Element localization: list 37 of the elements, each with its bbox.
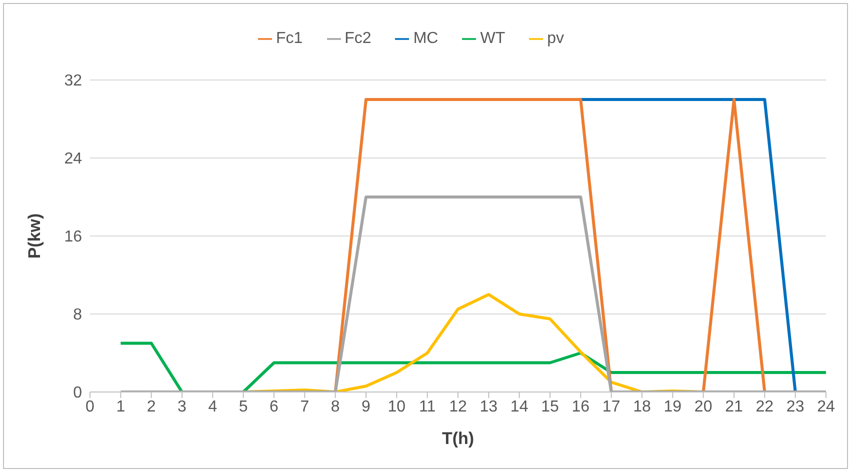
x-tick-label: 18 (633, 398, 651, 416)
x-axis-title: T(h) (442, 429, 474, 448)
x-tick-label: 17 (602, 398, 620, 416)
x-tick-label: 20 (694, 398, 712, 416)
y-tick-label: 8 (73, 306, 82, 324)
x-tick-label: 16 (572, 398, 590, 416)
legend-label: Fc2 (344, 30, 372, 47)
legend-label: MC (413, 30, 438, 47)
y-tick-label: 32 (64, 72, 82, 90)
x-tick-label: 5 (238, 398, 248, 416)
x-tick-label: 21 (725, 398, 743, 416)
x-tick-label: 10 (388, 398, 406, 416)
legend-label: pv (547, 30, 564, 47)
x-tick-label: 24 (817, 398, 835, 416)
x-tick-label: 11 (419, 398, 436, 416)
x-tick-label: 14 (510, 398, 528, 416)
x-tick-label: 3 (178, 398, 187, 416)
x-tick-label: 8 (330, 398, 340, 416)
legend-label: Fc1 (276, 30, 303, 47)
x-tick-label: 23 (786, 398, 804, 416)
x-tick-label: 12 (449, 398, 467, 416)
y-axis-title: P(kw) (25, 213, 44, 259)
x-tick-label: 4 (208, 398, 218, 416)
x-tick-label: 0 (86, 398, 95, 416)
y-tick-label: 16 (64, 228, 82, 246)
legend-label: WT (480, 30, 506, 47)
x-tick-label: 15 (541, 398, 559, 416)
x-tick-label: 6 (270, 398, 279, 416)
y-tick-label: 0 (73, 384, 82, 402)
x-tick-label: 1 (116, 398, 126, 416)
x-tick-label: 13 (480, 398, 498, 416)
x-tick-label: 22 (756, 398, 774, 416)
y-tick-label: 24 (64, 150, 82, 168)
x-tick-label: 9 (362, 398, 371, 416)
x-tick-label: 7 (300, 398, 310, 416)
x-tick-label: 2 (146, 398, 156, 416)
x-tick-label: 19 (664, 398, 682, 416)
